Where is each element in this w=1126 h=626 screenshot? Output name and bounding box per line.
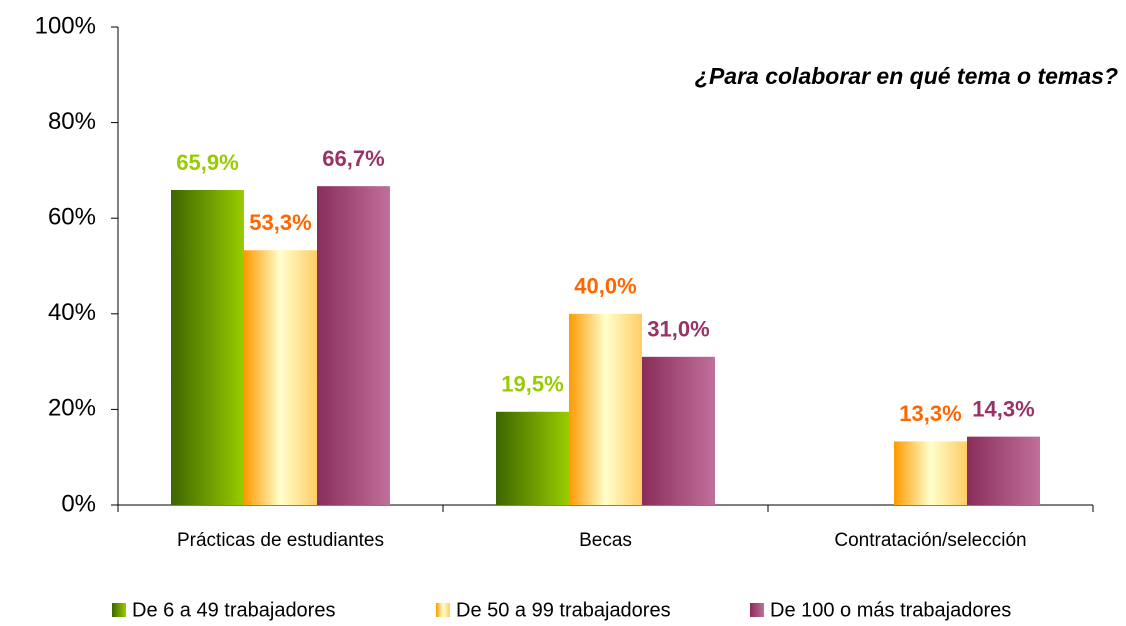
bar [967,436,1040,505]
x-tick-label: Contratación/selección [834,530,1026,551]
legend-swatch [112,603,126,617]
legend-label: De 6 a 49 trabajadores [132,599,335,621]
x-tick-label: Prácticas de estudiantes [177,530,384,551]
bar [317,186,390,505]
y-tick-label: 60% [48,204,96,231]
value-label: 40,0% [574,274,636,299]
legend-swatch [750,603,764,617]
y-tick-label: 40% [48,299,96,326]
y-tick-label: 80% [48,108,96,135]
value-label: 53,3% [249,210,311,235]
value-label: 19,5% [501,372,563,397]
bar [569,313,642,505]
bar [496,411,569,505]
value-label: 66,7% [322,146,384,171]
y-tick-label: 0% [61,490,96,517]
bar [244,250,317,505]
legend-label: De 100 o más trabajadores [770,599,1011,621]
value-label: 65,9% [176,150,238,175]
value-label: 14,3% [972,396,1034,421]
bar [894,441,967,505]
value-label: 13,3% [899,401,961,426]
y-tick-label: 20% [48,395,96,422]
bar [642,356,715,505]
legend-swatch [436,603,450,617]
x-tick-label: Becas [579,530,632,551]
bar [171,189,244,506]
y-tick-label: 100% [35,12,96,39]
legend-label: De 50 a 99 trabajadores [456,599,671,621]
value-label: 31,0% [647,317,709,342]
chart-title: ¿Para colaborar en qué tema o temas? [695,63,1118,89]
